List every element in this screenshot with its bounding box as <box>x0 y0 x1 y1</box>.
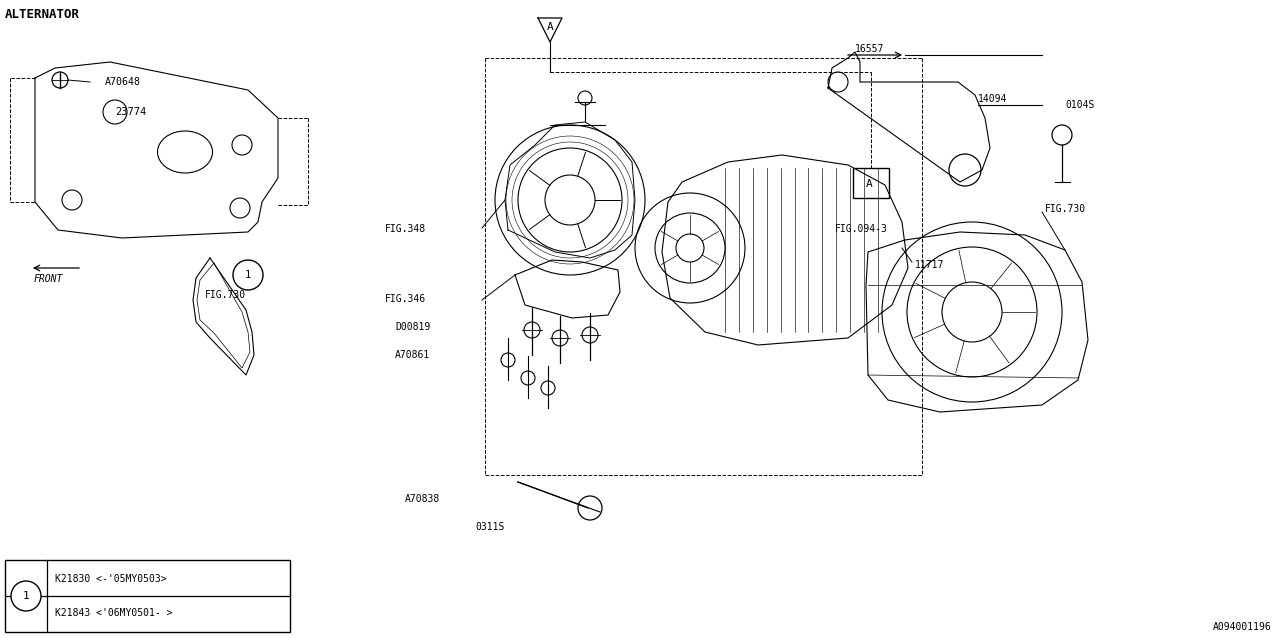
Text: 23774: 23774 <box>115 107 146 117</box>
Text: FRONT: FRONT <box>35 274 64 284</box>
Text: FIG.730: FIG.730 <box>1044 204 1087 214</box>
Bar <box>852 168 890 198</box>
Text: K21843 <'06MY0501- >: K21843 <'06MY0501- > <box>55 608 173 618</box>
Text: 16557: 16557 <box>855 44 884 54</box>
Circle shape <box>12 581 41 611</box>
Text: D00819: D00819 <box>396 322 430 332</box>
Text: 0311S: 0311S <box>475 522 504 532</box>
Text: 1: 1 <box>23 591 29 601</box>
Text: A70861: A70861 <box>396 350 430 360</box>
Text: A: A <box>867 179 873 189</box>
Text: 11717: 11717 <box>915 260 945 270</box>
Text: FIG.730: FIG.730 <box>205 290 246 300</box>
Text: FIG.094-3: FIG.094-3 <box>835 224 888 234</box>
Text: FIG.346: FIG.346 <box>385 294 426 304</box>
Text: 0104S: 0104S <box>1065 100 1094 110</box>
Text: FIG.348: FIG.348 <box>385 224 426 234</box>
Text: 14094: 14094 <box>978 94 1007 104</box>
Text: A70838: A70838 <box>404 494 440 504</box>
Text: ALTERNATOR: ALTERNATOR <box>5 8 81 21</box>
Text: A: A <box>547 22 553 32</box>
Text: A094001196: A094001196 <box>1213 622 1272 632</box>
Text: 1: 1 <box>244 270 251 280</box>
Text: K21830 <-'05MY0503>: K21830 <-'05MY0503> <box>55 573 166 584</box>
Bar <box>5 560 291 632</box>
Circle shape <box>233 260 262 290</box>
Text: A70648: A70648 <box>105 77 141 87</box>
